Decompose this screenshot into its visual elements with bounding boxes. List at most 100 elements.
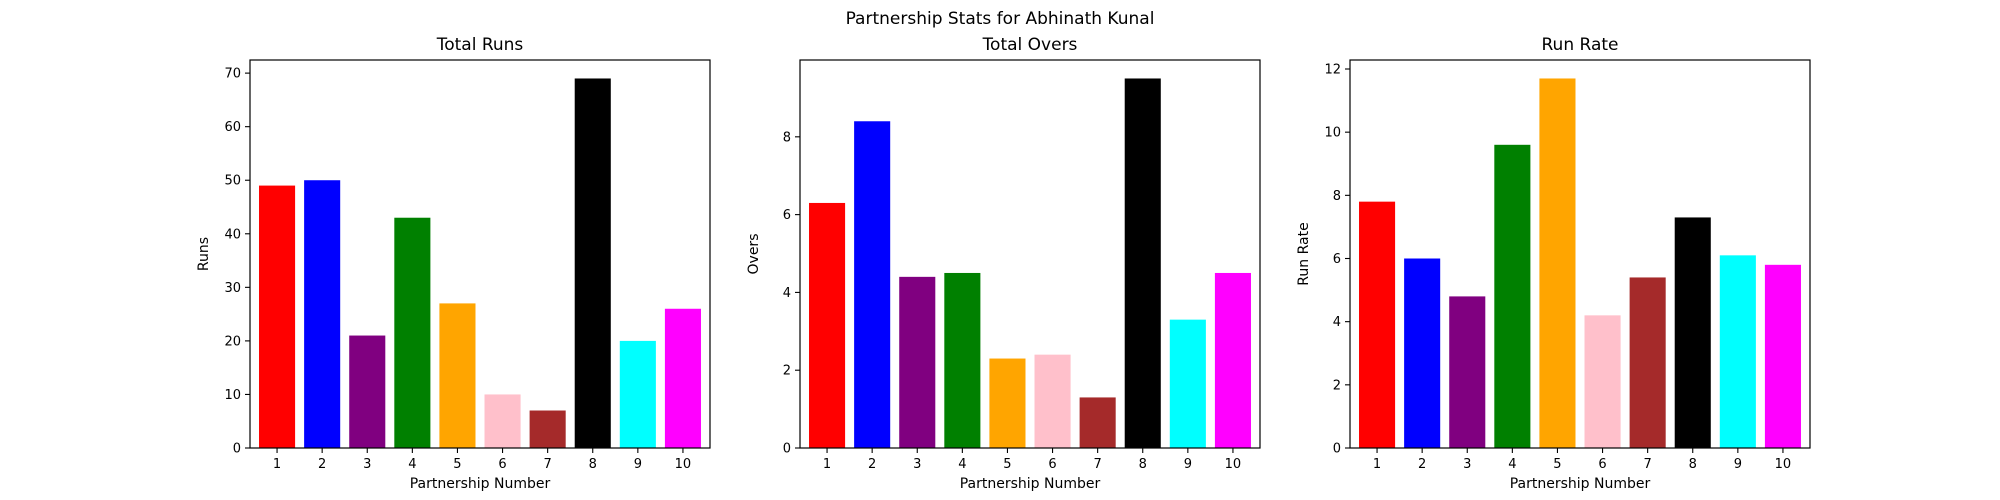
y-tick-label: 8: [1333, 189, 1341, 204]
y-axis-label: Runs: [196, 237, 212, 271]
x-tick-label: 2: [1418, 457, 1426, 472]
y-tick-label: 4: [1333, 315, 1341, 330]
x-axis-label: Partnership Number: [410, 476, 551, 492]
x-tick-label: 4: [1508, 457, 1516, 472]
x-tick-label: 10: [1225, 457, 1242, 472]
y-axis-label: Run Rate: [1296, 222, 1312, 285]
x-tick-label: 10: [675, 457, 692, 472]
axes-frame: [799, 59, 1261, 449]
y-tick-label: 10: [224, 388, 241, 403]
subplot-title: Run Rate: [1542, 35, 1619, 55]
figure-title: Partnership Stats for Abhinath Kunal: [846, 9, 1155, 29]
x-tick-label: 9: [1184, 457, 1192, 472]
bar-6: [1034, 354, 1071, 448]
bar-8: [574, 78, 611, 448]
y-tick-label: 2: [1333, 378, 1341, 393]
x-tick-label: 1: [273, 457, 281, 472]
bar-3: [1449, 296, 1486, 448]
bar-8: [1124, 78, 1161, 448]
x-tick-label: 4: [958, 457, 966, 472]
bar-10: [1764, 264, 1801, 448]
bar-5: [439, 303, 476, 448]
bar-4: [944, 272, 981, 448]
x-tick-label: 3: [363, 457, 371, 472]
bars: [809, 78, 1251, 448]
bar-9: [1719, 255, 1756, 448]
x-tick-label: 9: [1734, 457, 1742, 472]
x-axis-label: Partnership Number: [1510, 476, 1651, 492]
bar-1: [809, 202, 846, 448]
y-tick-label: 6: [783, 208, 791, 223]
y-tick-label: 0: [1333, 442, 1341, 457]
x-tick-label: 3: [1463, 457, 1471, 472]
x-tick-label: 8: [1139, 457, 1147, 472]
y-tick-label: 2: [783, 364, 791, 379]
bars: [259, 78, 701, 449]
bar-4: [394, 217, 431, 448]
y-tick-label: 60: [224, 120, 241, 135]
bar-9: [619, 340, 656, 448]
x-tick-label: 1: [823, 457, 831, 472]
subplot-total-overs: Total Overs Partnership Number Overs 1 2 3…: [746, 35, 1261, 492]
subplot-total-runs: Total Runs Partnership Number Runs 1 2 3 4 5…: [196, 35, 711, 492]
y-tick-label: 0: [233, 442, 241, 457]
x-tick-label: 5: [453, 457, 461, 472]
bar-3: [899, 276, 936, 448]
y-tick-label: 4: [783, 286, 791, 301]
x-tick-label: 5: [1003, 457, 1011, 472]
x-tick-label: 1: [1373, 457, 1381, 472]
bar-6: [1584, 315, 1621, 448]
x-tick-label: 6: [498, 457, 506, 472]
axes-frame: [249, 59, 711, 449]
bar-10: [664, 308, 701, 448]
subplot-title: Total Runs: [436, 35, 524, 55]
y-axis-label: Overs: [746, 234, 762, 275]
x-tick-label: 8: [589, 457, 597, 472]
x-tick-label: 2: [318, 457, 326, 472]
y-tick-label: 50: [224, 174, 241, 189]
bar-1: [1359, 201, 1396, 448]
x-tick-label: 9: [634, 457, 642, 472]
bar-5: [1539, 78, 1576, 448]
x-tick-label: 8: [1689, 457, 1697, 472]
y-tick-label: 6: [1333, 252, 1341, 267]
y-tick-label: 20: [224, 334, 241, 349]
x-tick-label: 3: [913, 457, 921, 472]
x-tick-label: 7: [1094, 457, 1102, 472]
x-tick-label: 4: [408, 457, 416, 472]
bar-2: [304, 180, 341, 449]
y-tick-label: 30: [224, 281, 241, 296]
bar-2: [1404, 258, 1441, 448]
y-tick-label: 10: [1324, 126, 1341, 141]
bar-10: [1214, 272, 1251, 448]
bar-7: [1079, 397, 1116, 448]
y-tick-label: 8: [783, 130, 791, 145]
bar-9: [1169, 319, 1206, 448]
bar-8: [1674, 217, 1711, 448]
x-tick-label: 2: [868, 457, 876, 472]
bar-7: [529, 410, 566, 448]
x-axis-label: Partnership Number: [960, 476, 1101, 492]
y-tick-label: 70: [224, 67, 241, 82]
subplot-title: Total Overs: [982, 35, 1078, 55]
x-tick-label: 5: [1553, 457, 1561, 472]
ticks: 1 2 3 4 5 6 7 8 9 10 0 2 4 6 8: [783, 130, 1241, 472]
bar-7: [1629, 277, 1666, 448]
ticks: 1 2 3 4 5 6 7 8 9 10 0 10 20 30 40 50 60 70: [224, 67, 691, 472]
y-tick-label: 12: [1324, 63, 1341, 78]
bar-3: [349, 335, 386, 448]
y-tick-label: 0: [783, 442, 791, 457]
x-tick-label: 7: [544, 457, 552, 472]
bar-6: [484, 394, 521, 448]
bar-5: [989, 358, 1026, 448]
x-tick-label: 6: [1598, 457, 1606, 472]
bar-4: [1494, 144, 1531, 449]
x-tick-label: 6: [1048, 457, 1056, 472]
y-tick-label: 40: [224, 227, 241, 242]
x-tick-label: 7: [1644, 457, 1652, 472]
axes-frame: [1349, 59, 1811, 449]
bar-1: [259, 185, 296, 448]
